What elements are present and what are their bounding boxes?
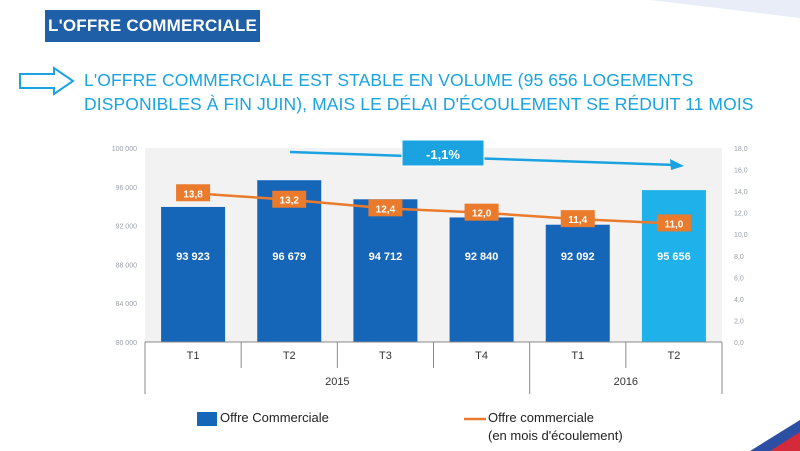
y-left-tick-label: 92 000 — [116, 224, 138, 231]
legend-line-sublabel: (en mois d'écoulement) — [488, 428, 623, 443]
line-value-label: 12,0 — [472, 209, 492, 220]
legend-bar-label: Offre Commerciale — [220, 410, 329, 425]
headline: L'OFFRE COMMERCIALE EST STABLE EN VOLUME… — [84, 70, 754, 114]
plot-area — [145, 148, 722, 342]
x-group-label: 2015 — [325, 376, 349, 388]
y-left-tick-label: 100 000 — [112, 146, 137, 153]
bar-value-label: 96 679 — [272, 251, 306, 263]
bar-value-label: 93 923 — [176, 251, 210, 263]
bar — [161, 206, 226, 342]
legend-line-swatch — [464, 417, 486, 421]
y-right-tick-label: 16,0 — [734, 168, 748, 175]
line-point-marker — [560, 210, 595, 228]
line-value-label: 13,8 — [183, 189, 203, 200]
x-group-label: 2016 — [614, 376, 638, 388]
y-right-tick-label: 14,0 — [734, 189, 748, 196]
bar-value-label: 95 656 — [657, 251, 691, 263]
line-point-marker — [464, 203, 499, 221]
line-value-label: 12,4 — [376, 204, 396, 215]
y-left-tick-label: 96 000 — [116, 185, 138, 192]
x-tick-label: T2 — [283, 350, 296, 362]
line-value-label: 13,2 — [280, 196, 300, 207]
line-point-marker — [176, 184, 211, 202]
arrow-right-icon — [19, 66, 75, 96]
y-right-tick-label: 10,0 — [734, 232, 748, 239]
x-tick-label: T4 — [475, 350, 488, 362]
y-right-tick-label: 8,0 — [734, 254, 744, 261]
bar-value-label: 92 840 — [465, 251, 499, 263]
y-right-tick-label: 12,0 — [734, 211, 748, 218]
y-right-tick-label: 4,0 — [734, 297, 744, 304]
bar-value-label: 92 092 — [561, 251, 595, 263]
y-right-tick-label: 2,0 — [734, 318, 744, 325]
y-left-tick-label: 84 000 — [116, 301, 138, 308]
bar-value-label: 94 712 — [369, 251, 403, 263]
line-point-marker — [368, 199, 403, 217]
line-point-marker — [272, 190, 307, 208]
y-right-tick-label: 18,0 — [734, 146, 748, 153]
y-right-tick-label: 0,0 — [734, 340, 744, 347]
y-right-tick-label: 6,0 — [734, 275, 744, 282]
legend-bar-swatch — [197, 412, 217, 426]
line-value-label: 11,0 — [664, 219, 683, 230]
line-point-marker — [656, 214, 691, 232]
x-tick-label: T1 — [187, 350, 200, 362]
line-value-label: 11,4 — [568, 215, 587, 226]
y-left-tick-label: 80 000 — [116, 340, 138, 347]
x-tick-label: T2 — [667, 350, 680, 362]
legend-line-label: Offre commerciale — [488, 410, 594, 425]
bar — [545, 224, 610, 342]
y-left-tick-label: 88 000 — [116, 262, 138, 269]
bar — [353, 199, 418, 342]
trend-box — [401, 139, 485, 167]
x-tick-label: T3 — [379, 350, 392, 362]
trend-arrow-head — [670, 159, 684, 170]
bar — [449, 217, 514, 342]
x-tick-label: T1 — [571, 350, 584, 362]
bar — [641, 190, 706, 342]
section-title: L'OFFRE COMMERCIALE — [45, 10, 260, 42]
trend-annotation-label: -1,1% — [426, 147, 460, 162]
